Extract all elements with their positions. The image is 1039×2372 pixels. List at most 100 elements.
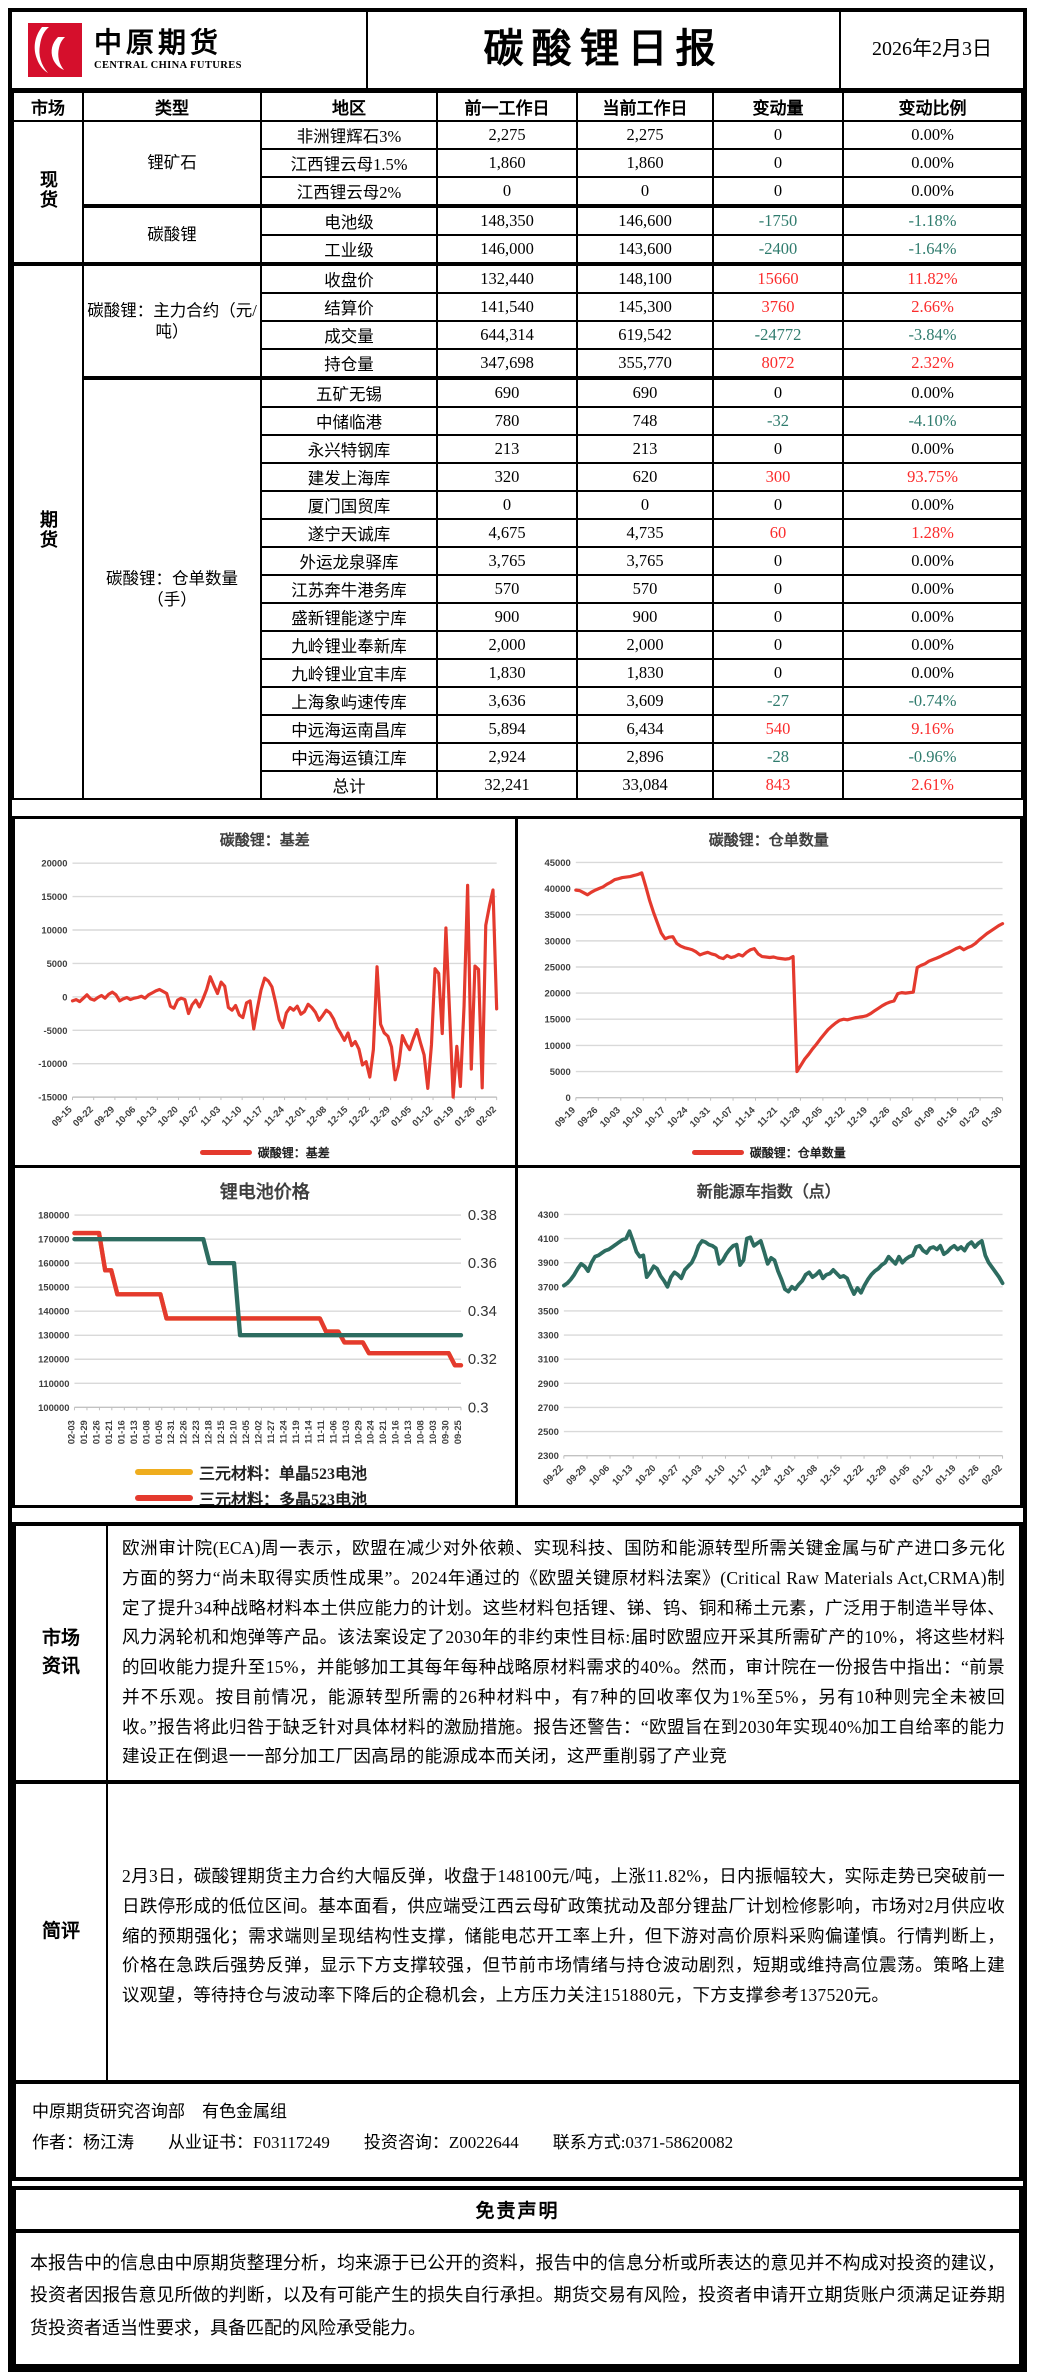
change-percent: 0.00% xyxy=(842,546,1023,576)
prev-workday-value: 0 xyxy=(436,176,578,207)
svg-text:09-29: 09-29 xyxy=(564,1463,589,1488)
region-label: 五矿无锡 xyxy=(260,376,438,408)
table-row: 江苏奔牛港务库 570 570 0 0.00% xyxy=(13,574,1023,604)
current-workday-value: 4,735 xyxy=(576,518,714,548)
svg-text:10-16: 10-16 xyxy=(390,1420,401,1444)
svg-text:11-14: 11-14 xyxy=(302,1419,313,1443)
svg-text:0.36: 0.36 xyxy=(468,1256,497,1272)
current-workday-value: 0 xyxy=(576,176,714,207)
region-label: 总计 xyxy=(260,770,438,800)
svg-text:20000: 20000 xyxy=(41,858,67,869)
table-row: 期货 碳酸锂：主力合约（元/吨） 收盘价 132,440 148,100 15660 11.… xyxy=(12,262,1023,800)
legend-label: 三元材料：单晶523电池 xyxy=(199,1466,368,1483)
current-workday-value: 620 xyxy=(576,462,714,492)
table-row: 现货 锂矿石 非洲锂辉石3% 2,275 2,275 0 0.00% xyxy=(12,120,1023,265)
svg-text:0: 0 xyxy=(565,1093,570,1104)
market-news-label: 市场资讯 xyxy=(16,1526,108,1780)
table-row: 成交量 644,314 619,542 -24772 -3.84% xyxy=(13,320,1023,350)
region-label: 江西锂云母1.5% xyxy=(260,148,438,178)
svg-text:01-26: 01-26 xyxy=(956,1463,981,1488)
svg-text:10-03: 10-03 xyxy=(427,1420,438,1444)
svg-text:01-12: 01-12 xyxy=(910,1463,935,1488)
change-value: 0 xyxy=(712,574,844,604)
region-label: 上海象屿速传库 xyxy=(260,686,438,716)
svg-text:0.38: 0.38 xyxy=(468,1208,497,1224)
change-percent: 2.32% xyxy=(842,348,1023,379)
change-percent: 0.00% xyxy=(842,490,1023,520)
region-label: 九岭锂业宜丰库 xyxy=(260,658,438,688)
svg-text:25000: 25000 xyxy=(544,962,570,973)
svg-text:130000: 130000 xyxy=(38,1330,69,1341)
svg-text:11-11: 11-11 xyxy=(315,1420,326,1443)
current-workday-value: 900 xyxy=(576,602,714,632)
svg-text:10-06: 10-06 xyxy=(587,1463,612,1488)
table-row: 九岭锂业奉新库 2,000 2,000 0 0.00% xyxy=(13,630,1023,660)
prev-workday-value: 1,830 xyxy=(436,658,578,688)
table-row: 中远海运南昌库 5,894 6,434 540 9.16% xyxy=(13,714,1023,744)
legend-item: 三元材料：多晶523电池 xyxy=(135,1486,367,1505)
svg-text:11-27: 11-27 xyxy=(265,1420,276,1444)
chart-title: 碳酸锂：仓单数量 xyxy=(708,833,829,849)
prev-workday-value: 2,275 xyxy=(436,120,578,150)
change-value: -32 xyxy=(712,406,844,436)
basis-line-chart: 20000150001000050000-5000-10000-1500009-… xyxy=(38,858,499,1129)
prev-workday-value: 213 xyxy=(436,434,578,464)
svg-text:0.32: 0.32 xyxy=(468,1352,497,1368)
change-percent: -0.74% xyxy=(842,686,1023,716)
change-value: 0 xyxy=(712,602,844,632)
current-workday-value: 748 xyxy=(576,406,714,436)
svg-text:10-20: 10-20 xyxy=(633,1463,658,1488)
svg-text:12-15: 12-15 xyxy=(215,1420,226,1444)
chart-warrants: 碳酸锂：仓单数量 45000 40000 35000 30000 25000 20000 1… xyxy=(517,816,1023,1168)
change-percent: -1.64% xyxy=(842,234,1023,265)
current-workday-value: 619,542 xyxy=(576,320,714,350)
footer-department: 中原期货研究咨询部 有色金属组 xyxy=(32,2102,287,2121)
prev-workday-value: 570 xyxy=(436,574,578,604)
svg-text:12-22: 12-22 xyxy=(841,1463,866,1488)
warrants-legend: 碳酸锂：仓单数量 xyxy=(518,1142,1021,1165)
svg-text:01-05: 01-05 xyxy=(388,1104,413,1129)
table-row: 持仓量 347,698 355,770 8072 2.32% xyxy=(13,348,1023,379)
region-label: 结算价 xyxy=(260,292,438,322)
current-workday-value: 143,600 xyxy=(576,234,714,265)
svg-text:10-21: 10-21 xyxy=(377,1420,388,1444)
svg-text:3700: 3700 xyxy=(537,1282,558,1293)
region-label: 建发上海库 xyxy=(260,462,438,492)
prev-workday-value: 5,894 xyxy=(436,714,578,744)
legend-item: 三元材料：单晶523电池 xyxy=(135,1460,367,1484)
table-row: 结算价 141,540 145,300 3760 2.66% xyxy=(13,292,1023,322)
svg-text:12-23: 12-23 xyxy=(190,1420,201,1444)
svg-text:120000: 120000 xyxy=(38,1354,69,1365)
change-value: 843 xyxy=(712,770,844,800)
table-row: 遂宁天诚库 4,675 4,735 60 1.28% xyxy=(13,518,1023,548)
type-group-label: 碳酸锂 xyxy=(82,204,262,265)
svg-text:10-27: 10-27 xyxy=(656,1463,681,1488)
legend-item: 碳酸锂：基差 xyxy=(199,1144,330,1161)
svg-text:12-02: 12-02 xyxy=(252,1420,263,1444)
svg-text:110000: 110000 xyxy=(39,1378,70,1389)
prev-workday-value: 3,636 xyxy=(436,686,578,716)
prev-workday-value: 132,440 xyxy=(436,262,578,294)
table-row: 盛新锂能遂宁库 900 900 0 0.00% xyxy=(13,602,1023,632)
chart-title: 新能源车指数（点） xyxy=(696,1184,841,1201)
prev-workday-value: 3,765 xyxy=(436,546,578,576)
region-label: 非洲锂辉石3% xyxy=(260,120,438,150)
svg-text:12-01: 12-01 xyxy=(282,1104,307,1129)
svg-text:100000: 100000 xyxy=(38,1402,69,1413)
svg-text:160000: 160000 xyxy=(38,1258,69,1269)
prev-workday-value: 148,350 xyxy=(436,204,578,236)
prev-workday-value: 2,000 xyxy=(436,630,578,660)
current-workday-value: 146,600 xyxy=(576,204,714,236)
disclaimer-text: 本报告中的信息由中原期货整理分析，均来源于已公开的资料，报告中的信息分析或所表达… xyxy=(12,2232,1023,2369)
svg-text:45000: 45000 xyxy=(544,858,570,869)
svg-text:10-27: 10-27 xyxy=(176,1104,201,1129)
svg-text:09-29: 09-29 xyxy=(92,1104,117,1129)
svg-text:12-18: 12-18 xyxy=(203,1420,214,1444)
col-header-prev: 前一工作日 xyxy=(436,91,578,122)
svg-text:11-24: 11-24 xyxy=(262,1103,287,1128)
svg-text:01-21: 01-21 xyxy=(103,1420,114,1444)
svg-text:12-31: 12-31 xyxy=(165,1420,176,1444)
nev-index-line-chart: 4300 4100 3900 3700 3500 3300 3100 2900 2700 2500… xyxy=(537,1210,1004,1488)
svg-text:11-19: 11-19 xyxy=(290,1420,301,1444)
svg-text:2300: 2300 xyxy=(537,1451,558,1462)
